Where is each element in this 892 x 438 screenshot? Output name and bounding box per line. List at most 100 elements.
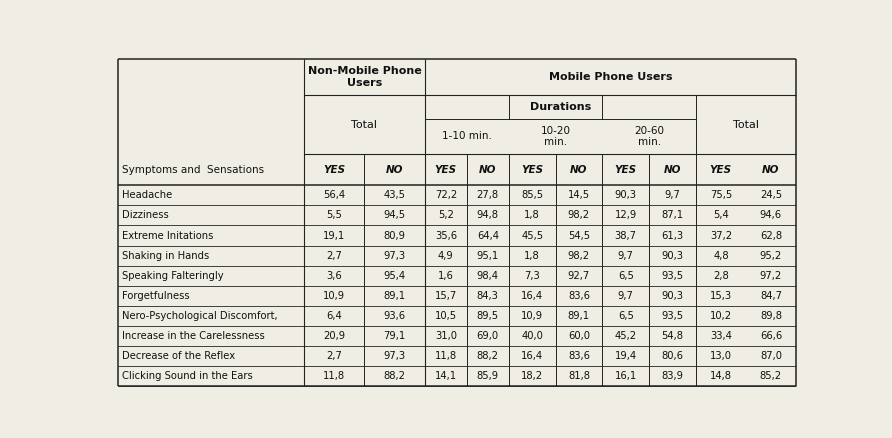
Text: 72,2: 72,2 — [434, 191, 457, 200]
Text: 92,7: 92,7 — [568, 271, 591, 281]
Text: Increase in the Carelessness: Increase in the Carelessness — [122, 331, 265, 341]
Text: 13,0: 13,0 — [710, 351, 731, 361]
Text: 20-60
min.: 20-60 min. — [634, 126, 665, 147]
Text: 61,3: 61,3 — [662, 230, 683, 240]
Text: 95,2: 95,2 — [760, 251, 782, 261]
Text: 69,0: 69,0 — [476, 331, 499, 341]
Text: 90,3: 90,3 — [615, 191, 637, 200]
Text: 3,6: 3,6 — [326, 271, 342, 281]
Text: 97,3: 97,3 — [384, 351, 406, 361]
Text: Total: Total — [733, 120, 759, 130]
Text: 56,4: 56,4 — [323, 191, 345, 200]
Text: 64,4: 64,4 — [477, 230, 499, 240]
Text: 10,9: 10,9 — [521, 311, 543, 321]
Text: NO: NO — [570, 165, 588, 175]
Text: NO: NO — [479, 165, 497, 175]
Text: 7,3: 7,3 — [524, 271, 540, 281]
Text: 2,8: 2,8 — [713, 271, 729, 281]
Text: NO: NO — [762, 165, 780, 175]
Text: 98,2: 98,2 — [568, 210, 590, 220]
Text: 4,8: 4,8 — [713, 251, 729, 261]
Text: Shaking in Hands: Shaking in Hands — [122, 251, 209, 261]
Text: 9,7: 9,7 — [665, 191, 681, 200]
Text: 54,8: 54,8 — [662, 331, 683, 341]
Text: 27,8: 27,8 — [476, 191, 499, 200]
Text: 1-10 min.: 1-10 min. — [442, 131, 491, 141]
Text: 1,6: 1,6 — [438, 271, 454, 281]
Text: 9,7: 9,7 — [618, 291, 633, 301]
Text: 62,8: 62,8 — [760, 230, 782, 240]
Text: 12,9: 12,9 — [615, 210, 637, 220]
Text: Symptoms and  Sensations: Symptoms and Sensations — [122, 165, 264, 175]
Text: 97,3: 97,3 — [384, 251, 406, 261]
Text: Total: Total — [351, 120, 377, 130]
Text: 84,3: 84,3 — [477, 291, 499, 301]
Text: 97,2: 97,2 — [760, 271, 782, 281]
Text: 88,2: 88,2 — [384, 371, 406, 381]
Text: Mobile Phone Users: Mobile Phone Users — [549, 72, 673, 82]
Text: 14,5: 14,5 — [568, 191, 590, 200]
Text: 95,4: 95,4 — [384, 271, 406, 281]
Text: 11,8: 11,8 — [323, 371, 345, 381]
Text: 35,6: 35,6 — [434, 230, 457, 240]
Text: 14,1: 14,1 — [434, 371, 457, 381]
Text: 94,8: 94,8 — [477, 210, 499, 220]
Text: 6,5: 6,5 — [618, 311, 633, 321]
Text: 37,2: 37,2 — [710, 230, 732, 240]
Text: 93,5: 93,5 — [662, 271, 683, 281]
Text: YES: YES — [521, 165, 543, 175]
Text: 5,4: 5,4 — [713, 210, 729, 220]
Text: 15,7: 15,7 — [434, 291, 457, 301]
Text: 15,3: 15,3 — [710, 291, 732, 301]
Text: 85,9: 85,9 — [476, 371, 499, 381]
Text: 84,7: 84,7 — [760, 291, 782, 301]
Text: 11,8: 11,8 — [434, 351, 457, 361]
Text: 5,2: 5,2 — [438, 210, 454, 220]
Text: 80,6: 80,6 — [662, 351, 683, 361]
Text: 95,1: 95,1 — [476, 251, 499, 261]
Text: 89,1: 89,1 — [384, 291, 406, 301]
Text: 6,5: 6,5 — [618, 271, 633, 281]
Text: 10-20
min.: 10-20 min. — [541, 126, 571, 147]
Text: 89,5: 89,5 — [476, 311, 499, 321]
Text: NO: NO — [386, 165, 403, 175]
Text: YES: YES — [710, 165, 732, 175]
Text: 94,6: 94,6 — [760, 210, 782, 220]
Text: 5,5: 5,5 — [326, 210, 343, 220]
Text: 18,2: 18,2 — [521, 371, 543, 381]
Text: 85,5: 85,5 — [521, 191, 543, 200]
Text: 83,9: 83,9 — [662, 371, 683, 381]
Text: Durations: Durations — [530, 102, 591, 112]
Text: 93,6: 93,6 — [384, 311, 406, 321]
Text: 6,4: 6,4 — [326, 311, 342, 321]
Text: Headache: Headache — [122, 191, 172, 200]
Text: 31,0: 31,0 — [435, 331, 457, 341]
Text: YES: YES — [434, 165, 457, 175]
Text: 75,5: 75,5 — [710, 191, 732, 200]
Text: Nero-Psychological Discomfort,: Nero-Psychological Discomfort, — [122, 311, 277, 321]
Text: 98,2: 98,2 — [568, 251, 590, 261]
Text: 89,8: 89,8 — [760, 311, 782, 321]
Text: 83,6: 83,6 — [568, 291, 590, 301]
Text: Forgetfulness: Forgetfulness — [122, 291, 189, 301]
Text: 85,2: 85,2 — [760, 371, 782, 381]
Text: Clicking Sound in the Ears: Clicking Sound in the Ears — [122, 371, 252, 381]
Text: 45,2: 45,2 — [615, 331, 637, 341]
Text: Dizziness: Dizziness — [122, 210, 169, 220]
Text: Non-Mobile Phone
Users: Non-Mobile Phone Users — [308, 67, 421, 88]
Text: 19,1: 19,1 — [323, 230, 345, 240]
Text: 43,5: 43,5 — [384, 191, 406, 200]
Text: 9,7: 9,7 — [618, 251, 633, 261]
Text: 45,5: 45,5 — [521, 230, 543, 240]
Text: 83,6: 83,6 — [568, 351, 590, 361]
Text: 38,7: 38,7 — [615, 230, 637, 240]
Text: Decrease of the Reflex: Decrease of the Reflex — [122, 351, 235, 361]
Text: 10,5: 10,5 — [434, 311, 457, 321]
Text: 60,0: 60,0 — [568, 331, 590, 341]
Text: 16,4: 16,4 — [521, 291, 543, 301]
Text: 1,8: 1,8 — [524, 210, 540, 220]
Text: 14,8: 14,8 — [710, 371, 731, 381]
Text: 16,4: 16,4 — [521, 351, 543, 361]
Text: 79,1: 79,1 — [384, 331, 406, 341]
Text: 4,9: 4,9 — [438, 251, 454, 261]
